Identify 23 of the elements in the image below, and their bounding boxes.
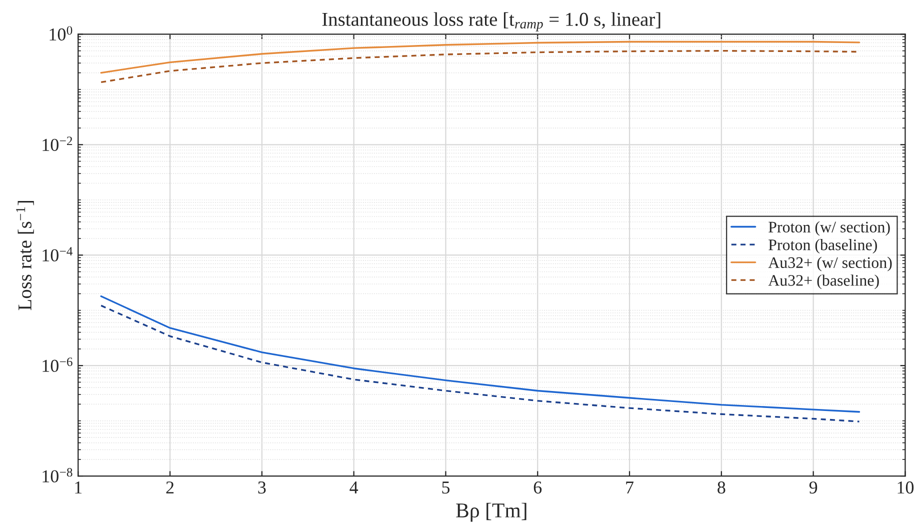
x-tick-label: 4	[350, 482, 358, 494]
legend-label: Proton (w/ section)	[768, 221, 890, 236]
x-tick-label: 7	[626, 482, 634, 494]
x-tick-label: 1	[75, 482, 82, 494]
chart-title: Instantaneous loss rate [t$_{ramp}$ = 1.0 s, linear]	[322, 12, 660, 32]
y-tick-label: 10$^{−2}$	[42, 136, 72, 151]
x-tick-label: 5	[442, 482, 450, 494]
x-axis-title: Bρ [Tm]	[456, 502, 526, 522]
y-tick-label: 10$^{0}$	[50, 26, 72, 41]
y-tick-label: 10$^{−6}$	[42, 358, 72, 372]
x-tick-label: 9	[809, 481, 818, 494]
legend-label: Au32+ (w/ section)	[768, 256, 892, 272]
x-tick-label: 8	[718, 481, 726, 494]
line-series	[100, 40, 860, 74]
x-tick-label: 10	[898, 481, 914, 494]
legend-label: Au32+ (baseline)	[768, 274, 879, 290]
legend-label: Proton (baseline)	[768, 239, 877, 254]
y-tick-label: 10$^{−8}$	[42, 468, 72, 482]
y-axis-title: Loss rate [s$^{−1}$]	[16, 200, 34, 310]
x-tick-label: 3	[258, 481, 266, 494]
x-tick-label: 6	[534, 481, 542, 494]
y-tick-label: 10$^{−4}$	[42, 247, 73, 262]
x-tick-label: 2	[166, 481, 174, 494]
